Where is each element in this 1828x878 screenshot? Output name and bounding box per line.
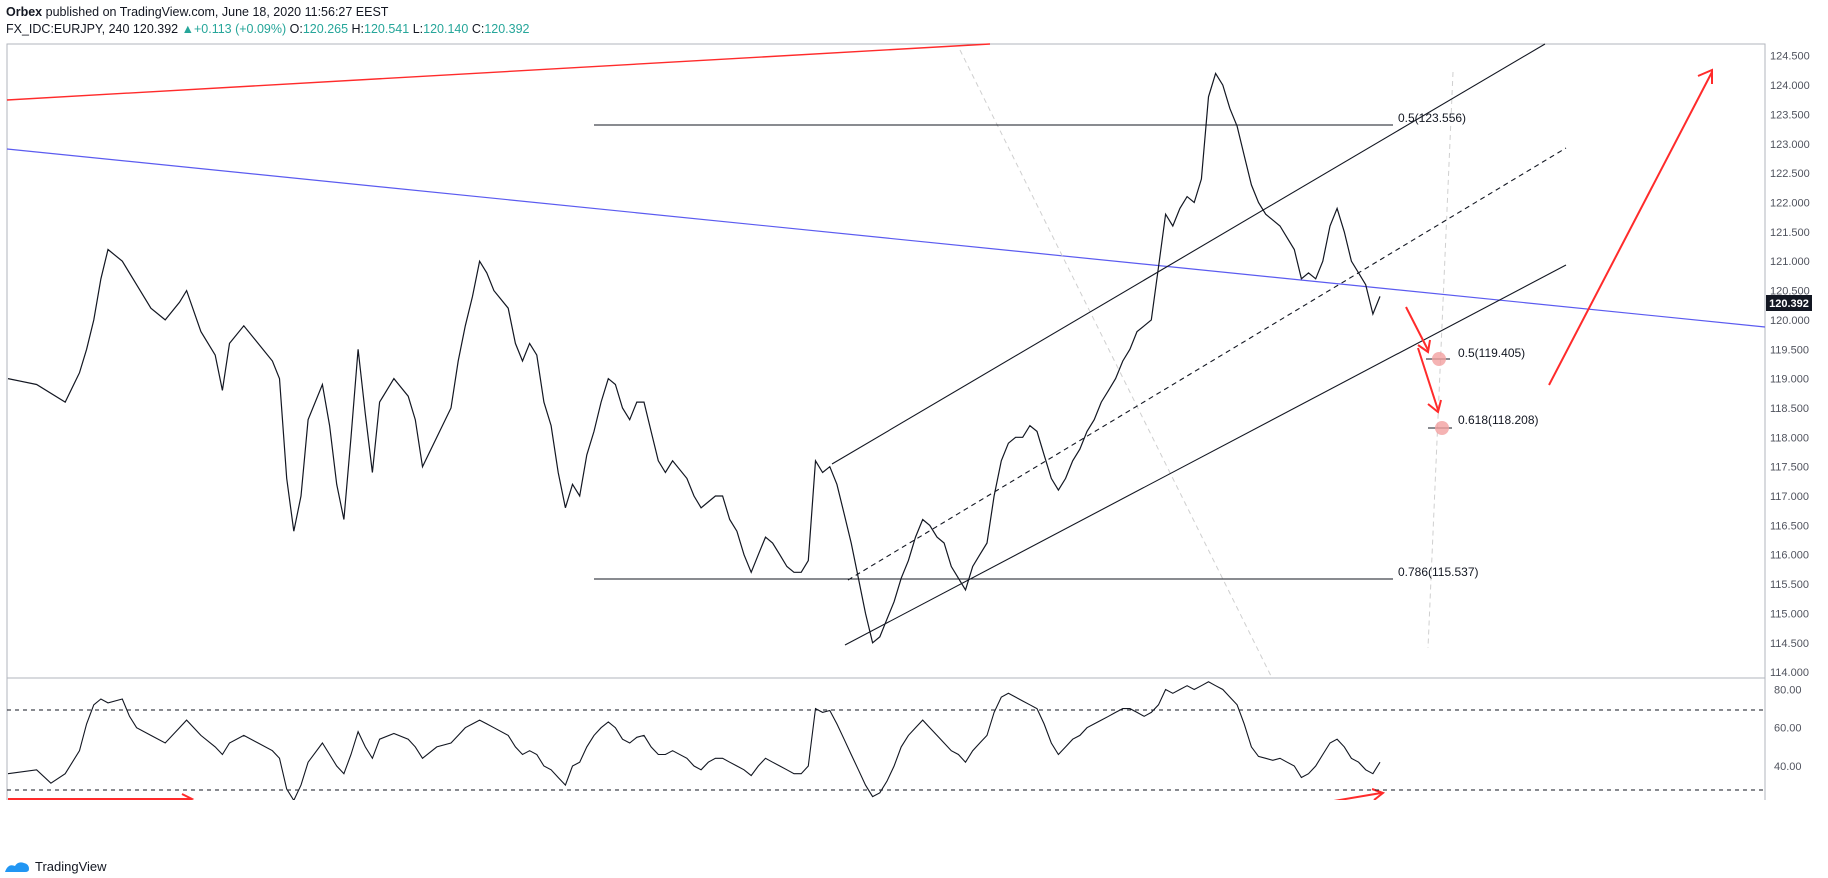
- rsi-pane-border: [6, 677, 1766, 800]
- red-arrow-head-3: [1697, 68, 1713, 84]
- current-price-badge: [1766, 295, 1812, 311]
- price-tick-label: 119.500: [1770, 344, 1809, 356]
- price-tick-label: 122.500: [1770, 168, 1810, 180]
- price-tick-label: 120.000: [1770, 315, 1810, 327]
- red-arrow-up[interactable]: [1548, 71, 1713, 386]
- price-axis[interactable]: 124.500 124.000 123.500 123.000 122.500 122.0…: [1770, 51, 1810, 679]
- open-label: O:: [289, 22, 303, 36]
- fib-label-0.5-upper: 0.5(123.556): [1398, 111, 1466, 125]
- channel-upper-line[interactable]: [831, 43, 1546, 465]
- price-tick-label: 116.500: [1770, 520, 1809, 532]
- high-value: 120.541: [364, 22, 410, 36]
- price-tick-label: 123.000: [1770, 139, 1810, 151]
- grey-dashed-diagonal: [959, 49, 1273, 679]
- red-arrow-head-1: [1417, 339, 1431, 354]
- price-tick-label: 115.000: [1770, 608, 1809, 620]
- price-tick-label: 114.000: [1770, 667, 1809, 679]
- red-trendline[interactable]: [6, 43, 991, 101]
- chart-header: Orbex published on TradingView.com, June…: [6, 4, 530, 38]
- high-label: H:: [351, 22, 365, 36]
- close-label: C:: [471, 22, 485, 36]
- price-chart[interactable]: 124.500 124.000 123.500 123.000 122.500 122.0…: [0, 0, 1812, 800]
- red-arrow-head-2: [1427, 399, 1442, 414]
- rsi-tick-label: 80.00: [1774, 684, 1802, 696]
- price-tick-label: 118.000: [1770, 432, 1809, 444]
- close-value: 120.392: [484, 22, 530, 36]
- tradingview-footer[interactable]: TradingView: [4, 859, 107, 874]
- fib-label-0.786: 0.786(115.537): [1398, 565, 1479, 579]
- rsi-tick-label: 20.00: [1774, 799, 1802, 800]
- low-label: L:: [412, 22, 424, 36]
- open-value: 120.265: [302, 22, 349, 36]
- price-tick-label: 123.500: [1770, 109, 1810, 121]
- price-tick-label: 115.500: [1770, 579, 1809, 591]
- price-tick-label: 117.000: [1770, 491, 1809, 503]
- channel-mid-line[interactable]: [847, 147, 1567, 581]
- publish-line: Orbex published on TradingView.com, June…: [6, 4, 530, 21]
- target-marker-1: [1432, 352, 1446, 366]
- blue-trendline[interactable]: [6, 148, 1766, 328]
- price-tick-label: 122.000: [1770, 198, 1810, 210]
- rsi-series-line[interactable]: [7, 681, 1381, 800]
- price-tick-label: 119.000: [1770, 374, 1809, 386]
- rsi-tick-label: 60.00: [1774, 723, 1802, 735]
- publisher-name[interactable]: Orbex: [6, 5, 43, 19]
- price-pane-border: [6, 43, 1766, 679]
- symbol-line: FX_IDC:EURJPY, 240 120.392 ▲+0.113 (+0.0…: [6, 21, 530, 38]
- channel-lower-line[interactable]: [844, 264, 1567, 646]
- low-value: 120.140: [423, 22, 469, 36]
- price-change: +0.113 (+0.09%): [193, 22, 287, 36]
- red-arrow-group[interactable]: [8, 68, 1713, 800]
- fib-label-0.5-lower: 0.5(119.405): [1458, 346, 1525, 360]
- symbol-label[interactable]: FX_IDC:EURJPY, 240: [6, 22, 130, 36]
- price-series-line[interactable]: [7, 71, 1381, 644]
- price-tick-label: 118.500: [1770, 403, 1809, 415]
- red-arrow-long-down[interactable]: [1417, 347, 1439, 411]
- price-tick-label: 117.500: [1770, 462, 1809, 474]
- price-tick-label: 124.500: [1770, 51, 1810, 63]
- fib-label-0.618: 0.618(118.208): [1458, 413, 1539, 427]
- rsi-tick-label: 40.00: [1774, 761, 1802, 773]
- price-tick-label: 114.500: [1770, 638, 1809, 650]
- published-text: published on TradingView.com, June 18, 2…: [42, 5, 389, 19]
- red-arrow-short-down[interactable]: [1405, 306, 1429, 351]
- price-tick-label: 121.000: [1770, 256, 1810, 268]
- tradingview-logo-icon: [5, 861, 29, 872]
- rsi-red-arrow-head-left: [181, 793, 195, 800]
- target-marker-2: [1435, 421, 1449, 435]
- rsi-axis[interactable]: 80.00 60.00 40.00 20.00: [1774, 684, 1802, 800]
- price-tick-label: 121.500: [1770, 227, 1810, 239]
- change-up-icon: ▲: [181, 22, 194, 36]
- current-price-label: 120.392: [1769, 298, 1809, 310]
- price-tick-label: 120.500: [1770, 286, 1810, 298]
- rsi-red-arrow-right[interactable]: [1316, 792, 1382, 800]
- last-price: 120.392: [132, 22, 179, 36]
- tradingview-brand: TradingView: [35, 859, 107, 874]
- price-tick-label: 116.000: [1770, 550, 1809, 562]
- price-tick-label: 124.000: [1770, 80, 1810, 92]
